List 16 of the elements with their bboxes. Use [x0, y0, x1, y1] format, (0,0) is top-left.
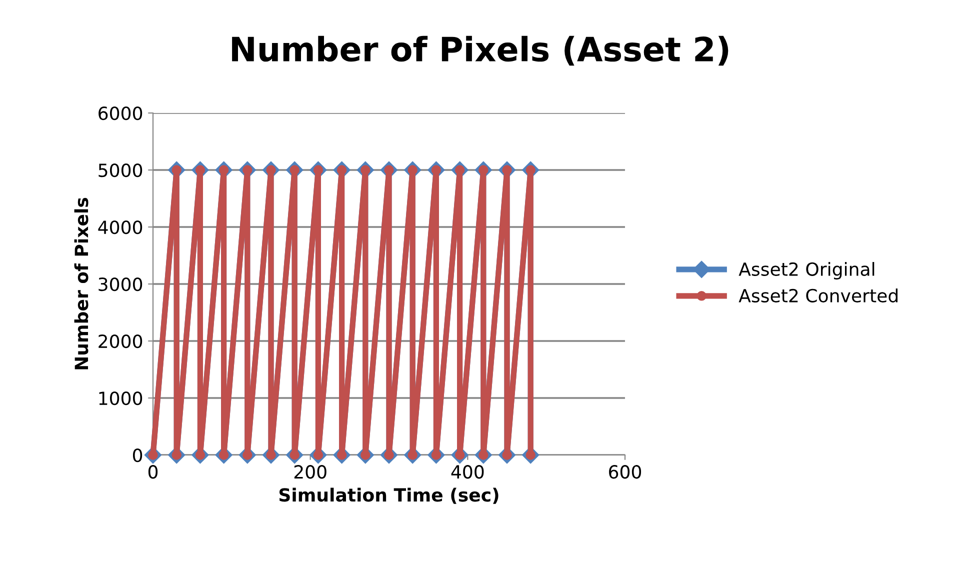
y-tick-label: 3000 — [98, 277, 142, 292]
y-tick-label: 4000 — [98, 220, 142, 234]
y-tick-label: 6000 — [98, 106, 142, 120]
x-tick-label: 600 — [609, 465, 642, 479]
x-tick-label: 0 — [148, 465, 158, 479]
chart-title: Number of Pixels (Asset 2) — [232, 36, 728, 66]
y-tick-label: 0 — [132, 448, 142, 462]
y-tick-label: 5000 — [98, 163, 142, 178]
y-tick-label: 1000 — [99, 391, 142, 406]
x-tick-label: 400 — [451, 465, 484, 479]
y-axis-title: Number of Pixels — [74, 198, 88, 370]
legend-label: Asset2 Converted — [738, 288, 898, 302]
x-axis-title: Simulation Time (sec) — [279, 488, 498, 504]
x-tick-label: 200 — [294, 465, 326, 479]
legend-label: Asset2 Original — [738, 262, 874, 280]
y-tick-label: 2000 — [98, 334, 142, 348]
